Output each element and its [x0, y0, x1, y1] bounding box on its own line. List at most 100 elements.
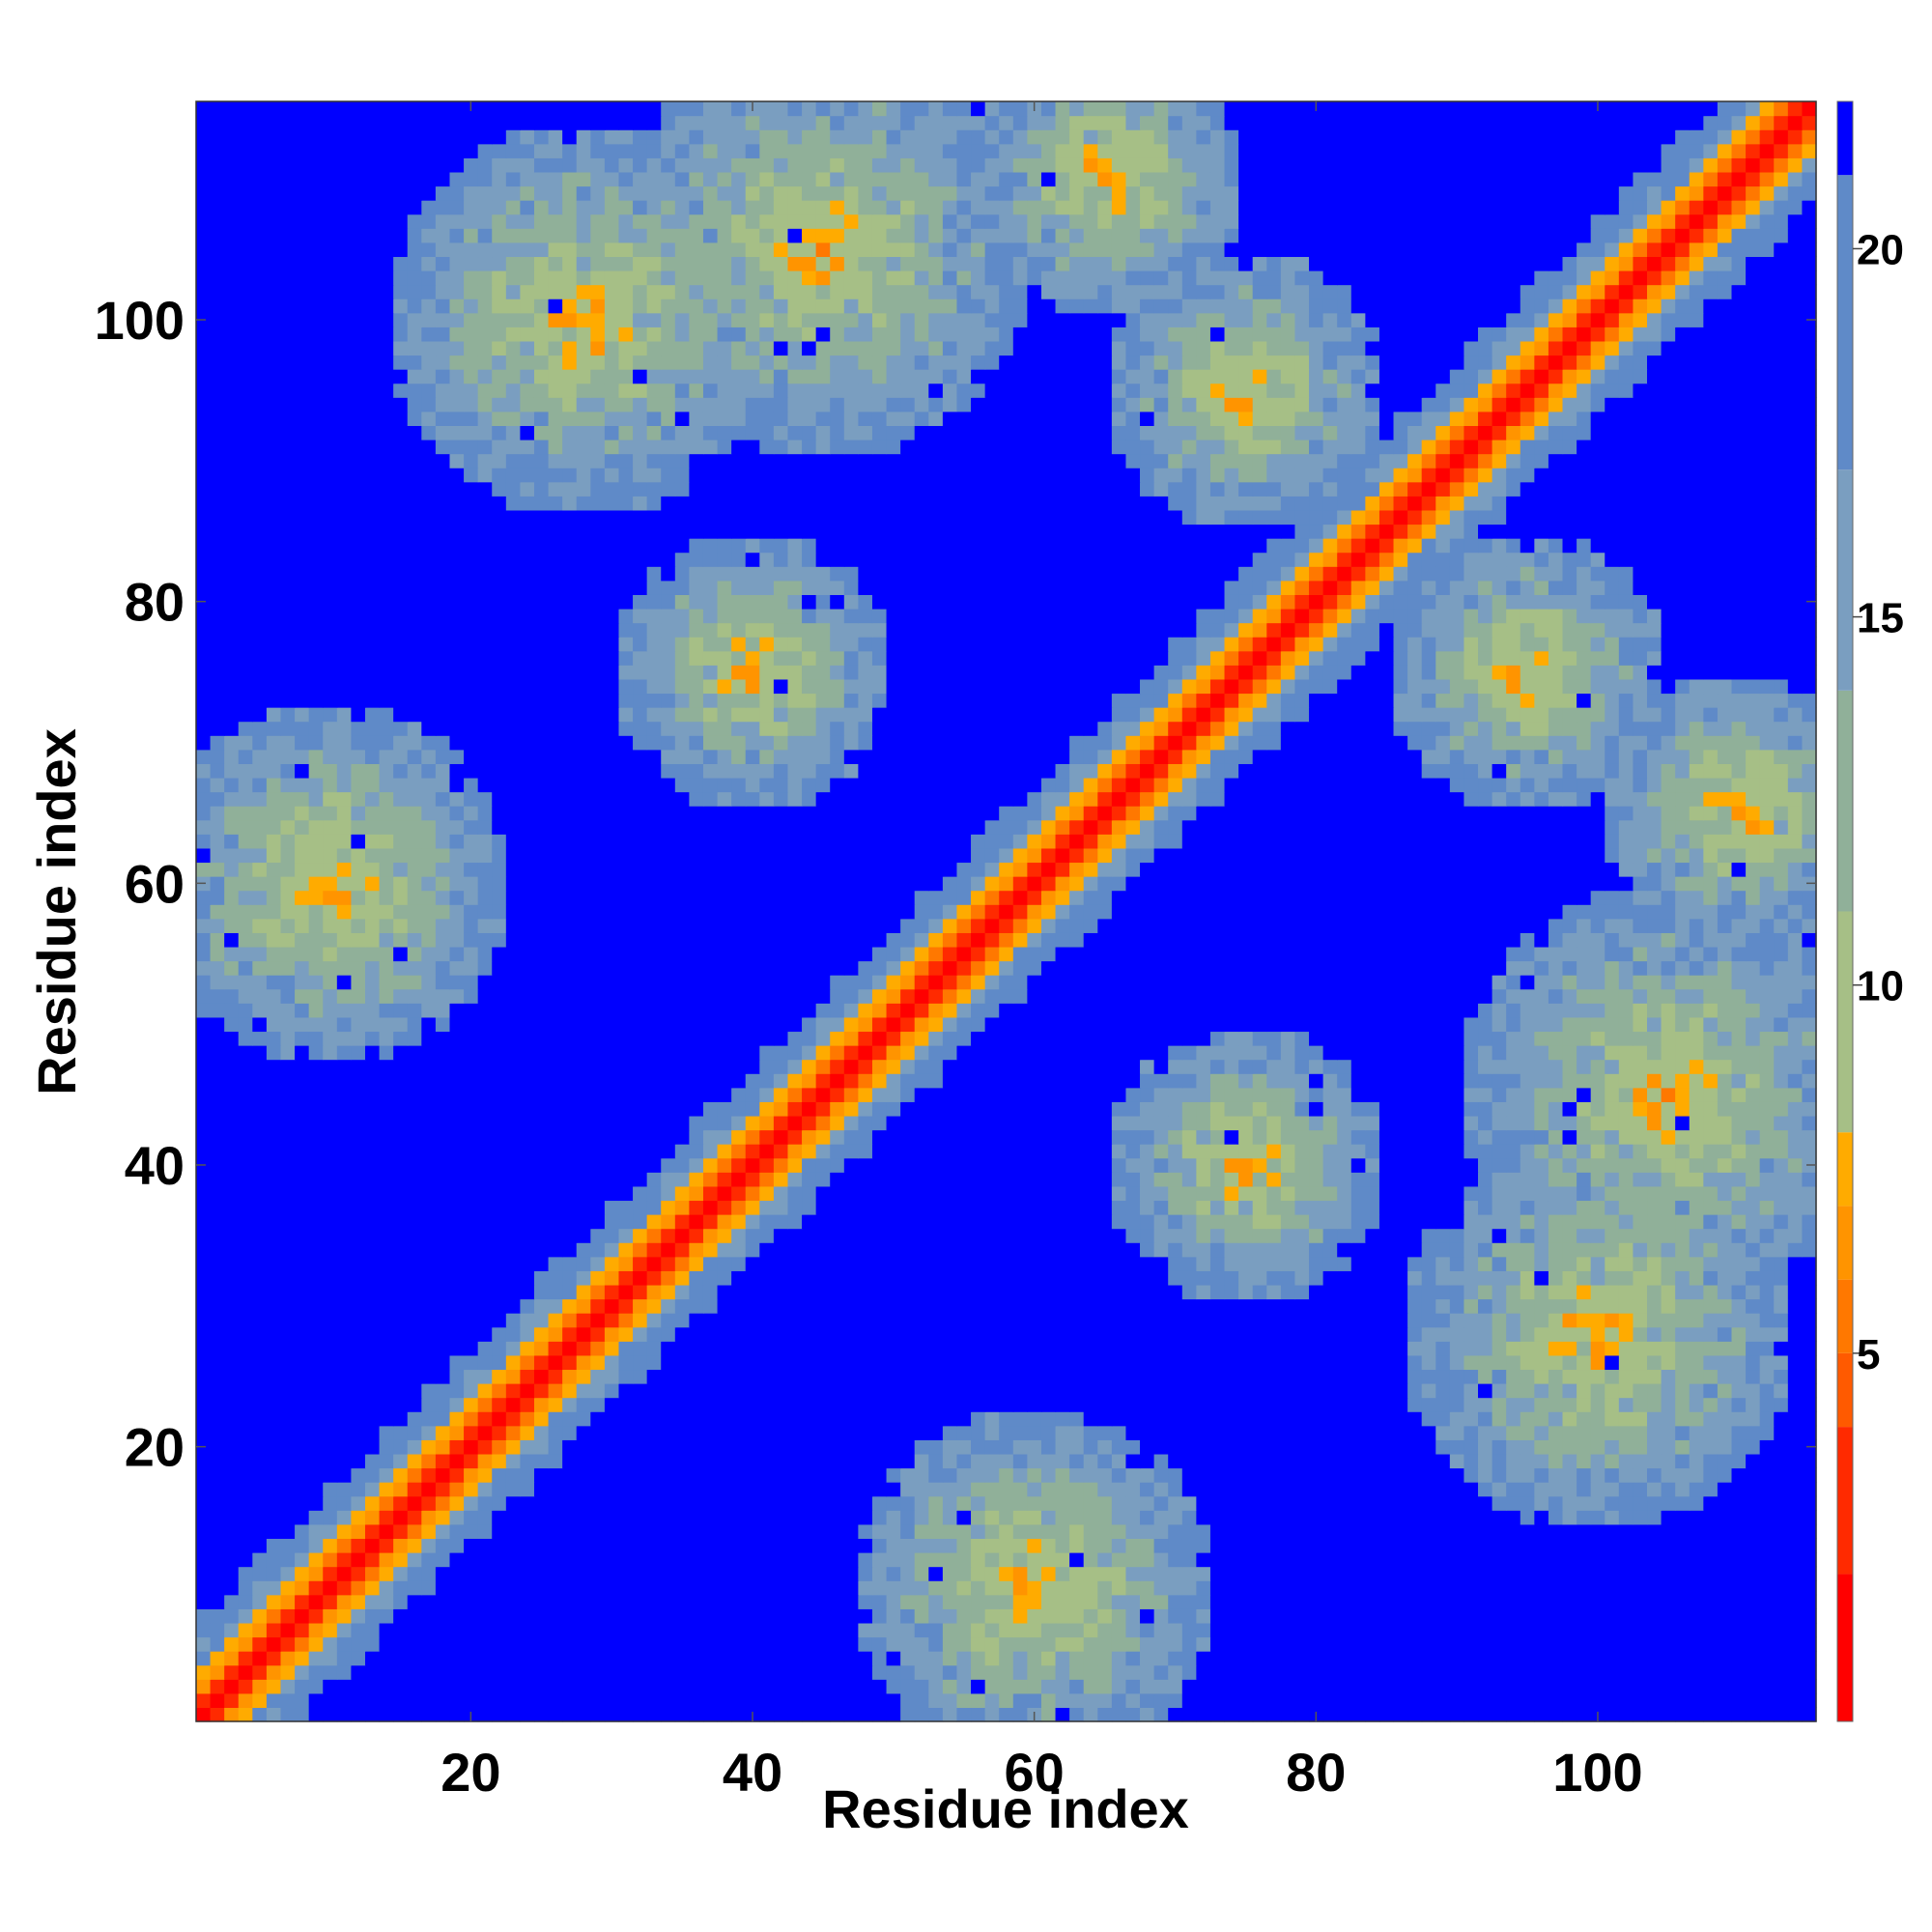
heatmap-cell: [477, 1523, 493, 1540]
heatmap-cell: [1309, 1326, 1324, 1342]
heatmap-cell: [336, 1707, 353, 1722]
heatmap-cell: [505, 1326, 521, 1342]
heatmap-cell: [323, 1383, 338, 1399]
heatmap-cell: [1605, 1129, 1620, 1145]
heatmap-cell: [576, 1298, 591, 1314]
heatmap-cell: [1449, 1608, 1465, 1624]
heatmap-cell: [1125, 1326, 1141, 1342]
heatmap-cell: [1506, 1580, 1521, 1596]
heatmap-cell: [674, 1664, 690, 1680]
heatmap-cell: [1365, 1651, 1380, 1666]
heatmap-cell: [548, 1185, 563, 1202]
heatmap-cell: [1140, 1157, 1155, 1173]
heatmap-cell: [731, 1157, 747, 1173]
heatmap-cell: [1083, 1115, 1098, 1131]
heatmap-cell: [196, 1692, 212, 1709]
heatmap-cell: [1520, 1172, 1535, 1187]
heatmap-cell: [971, 1172, 986, 1187]
heatmap-cell: [533, 1594, 550, 1609]
heatmap-cell: [971, 1326, 986, 1342]
heatmap-cell: [1111, 1651, 1127, 1666]
heatmap-cell: [520, 1538, 535, 1553]
heatmap-cell: [1774, 1636, 1789, 1652]
heatmap-cell: [928, 1157, 944, 1173]
heatmap-cell: [1774, 1622, 1789, 1638]
heatmap-cell: [266, 1157, 282, 1173]
heatmap-cell: [266, 1439, 282, 1455]
heatmap-cell: [1083, 1129, 1098, 1145]
heatmap-cell: [1759, 1651, 1775, 1666]
heatmap-cell: [210, 1608, 225, 1624]
heatmap-cell: [1774, 1115, 1789, 1131]
heatmap-cell: [759, 1580, 775, 1596]
heatmap-cell: [1055, 1692, 1070, 1709]
heatmap-cell: [1125, 1298, 1141, 1314]
heatmap-cell: [351, 1369, 366, 1384]
heatmap-cell: [1675, 1354, 1690, 1371]
heatmap-cell: [295, 1214, 310, 1230]
heatmap-cell: [886, 1707, 901, 1722]
heatmap-cell: [210, 1523, 225, 1540]
heatmap-cell: [477, 1622, 493, 1638]
heatmap-cell: [1562, 1664, 1577, 1680]
heatmap-cell: [1407, 1397, 1423, 1412]
heatmap-cell: [1125, 1453, 1141, 1469]
heatmap-cell: [323, 1172, 338, 1187]
heatmap-cell: [1238, 1270, 1254, 1286]
heatmap-cell: [914, 1664, 929, 1680]
heatmap-cell: [393, 1256, 409, 1271]
heatmap-cell: [717, 1467, 732, 1483]
heatmap-cell: [802, 1707, 817, 1722]
heatmap-cell: [379, 1200, 394, 1215]
heatmap-cell: [1196, 1538, 1211, 1553]
heatmap-cell: [1661, 1439, 1676, 1455]
heatmap-cell: [618, 1172, 634, 1187]
heatmap-cell: [900, 1383, 916, 1399]
heatmap-cell: [956, 1566, 972, 1581]
heatmap-cell: [1337, 1707, 1352, 1722]
heatmap-cell: [1618, 1707, 1634, 1722]
heatmap-cell: [477, 1608, 493, 1624]
heatmap-cell: [1703, 1594, 1719, 1609]
heatmap-cell: [1140, 1580, 1155, 1596]
heatmap-cell: [1125, 1523, 1141, 1540]
heatmap-cell: [1618, 1679, 1634, 1694]
heatmap-cell: [914, 1115, 929, 1131]
heatmap-cell: [900, 1495, 916, 1511]
heatmap-cell: [308, 1270, 324, 1286]
heatmap-cell: [1407, 1144, 1423, 1159]
heatmap-cell: [1012, 1439, 1028, 1455]
heatmap-cell: [773, 1129, 789, 1145]
heatmap-cell: [1266, 1692, 1282, 1709]
heatmap-cell: [1097, 1482, 1113, 1497]
heatmap-cell: [196, 1397, 212, 1412]
heatmap-cell: [1506, 1510, 1521, 1525]
heatmap-cell: [1605, 1566, 1620, 1581]
heatmap-cell: [1435, 1580, 1451, 1596]
heatmap-cell: [999, 1256, 1014, 1271]
heatmap-cell: [590, 1313, 606, 1328]
heatmap-cell: [562, 1101, 578, 1117]
heatmap-cell: [633, 1298, 648, 1314]
heatmap-cell: [1393, 1482, 1408, 1497]
heatmap-cell: [1040, 1228, 1057, 1243]
heatmap-cell: [971, 1538, 986, 1553]
heatmap-cell: [1097, 1298, 1113, 1314]
heatmap-cell: [492, 1313, 507, 1328]
heatmap-cell: [745, 1341, 760, 1356]
heatmap-cell: [1675, 1129, 1690, 1145]
heatmap-cell: [858, 1482, 873, 1497]
heatmap-cell: [1209, 1538, 1226, 1553]
heatmap-cell: [815, 1608, 831, 1624]
heatmap-cell: [308, 1228, 324, 1243]
heatmap-cell: [1294, 1608, 1310, 1624]
heatmap-cell: [604, 1510, 620, 1525]
heatmap-cell: [1027, 1172, 1042, 1187]
heatmap-cell: [533, 1538, 550, 1553]
heatmap-cell: [633, 1664, 648, 1680]
heatmap-cell: [1703, 1228, 1719, 1243]
heatmap-cell: [1196, 1692, 1211, 1709]
heatmap-cell: [604, 1566, 620, 1581]
heatmap-cell: [1393, 1129, 1408, 1145]
heatmap-cell: [1153, 1369, 1169, 1384]
